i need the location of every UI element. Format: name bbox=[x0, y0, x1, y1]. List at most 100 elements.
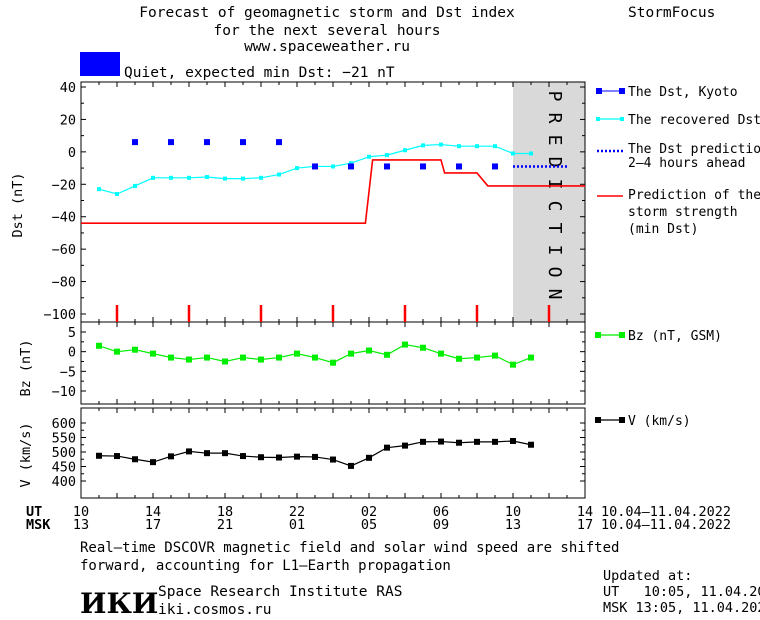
recovered-dst-point bbox=[439, 142, 443, 147]
bz-point bbox=[492, 352, 498, 359]
ut-tick-label: 14 bbox=[577, 504, 593, 520]
brand-name: StormFocus bbox=[628, 5, 715, 21]
updated-label: Updated at: bbox=[603, 568, 692, 584]
prediction-letter: C bbox=[544, 201, 565, 212]
y-axis-title: Dst (nT) bbox=[10, 172, 26, 237]
prediction-letter: O bbox=[544, 267, 565, 278]
ut-tick-label: 10 bbox=[73, 504, 89, 520]
recovered-dst-point bbox=[457, 144, 461, 149]
panel-frame-0 bbox=[80, 81, 586, 323]
legend-prediction-label-2: 2–4 hours ahead bbox=[628, 156, 745, 171]
v-point bbox=[366, 454, 372, 461]
kyoto-dst-point bbox=[420, 163, 426, 170]
y-tick-label: −10 bbox=[52, 384, 76, 400]
recovered-dst-point bbox=[475, 144, 479, 149]
legend-kyoto-marker-2 bbox=[619, 88, 625, 94]
v-point bbox=[132, 456, 138, 463]
v-point bbox=[276, 454, 282, 461]
v-point bbox=[204, 450, 210, 457]
prediction-letter: P bbox=[544, 91, 565, 102]
storm-strength-line bbox=[81, 159, 585, 224]
y-tick-label: 5 bbox=[68, 325, 76, 341]
y-tick-label: −100 bbox=[43, 307, 76, 323]
recovered-dst-point bbox=[295, 166, 299, 171]
footer-note-line-1: Real–time DSCOVR magnetic field and sola… bbox=[80, 540, 619, 556]
bz-point bbox=[186, 356, 192, 363]
ut-tick-label: 14 bbox=[145, 504, 161, 520]
bz-point bbox=[240, 354, 246, 361]
recovered-dst-point bbox=[511, 151, 515, 156]
v-point bbox=[402, 442, 408, 449]
prediction-letter: I bbox=[544, 245, 565, 256]
title-url[interactable]: www.spaceweather.ru bbox=[244, 39, 410, 55]
recovered-dst-point bbox=[331, 164, 335, 169]
v-point bbox=[168, 453, 174, 460]
bz-point bbox=[330, 359, 336, 366]
prediction-letter: R bbox=[544, 113, 565, 124]
legend-v-label: V (km/s) bbox=[628, 414, 691, 429]
bz-point bbox=[474, 354, 480, 361]
y-tick-label: 500 bbox=[52, 445, 76, 461]
legend-bz-marker bbox=[595, 332, 601, 338]
msk-tick-label: 13 bbox=[73, 517, 89, 533]
recovered-dst-point bbox=[385, 153, 389, 158]
legend-prediction-label-1: The Dst prediction bbox=[628, 142, 760, 157]
legend-kyoto-marker bbox=[596, 88, 602, 94]
ut-tick-label: 18 bbox=[217, 504, 233, 520]
kyoto-dst-point bbox=[384, 163, 390, 170]
prediction-letter: E bbox=[544, 135, 565, 146]
v-line bbox=[98, 440, 532, 467]
kyoto-dst-point bbox=[168, 139, 174, 146]
recovered-dst-point bbox=[151, 175, 155, 180]
institute-url[interactable]: iki.cosmos.ru bbox=[158, 602, 272, 618]
bz-point bbox=[222, 358, 228, 365]
msk-tick-label: 01 bbox=[289, 517, 305, 533]
recovered-dst-point bbox=[241, 176, 245, 181]
prediction-letter: T bbox=[544, 223, 565, 234]
recovered-dst-point bbox=[133, 183, 137, 188]
y-axis-title: Bz (nT) bbox=[18, 340, 34, 397]
v-point bbox=[186, 448, 192, 455]
msk-axis-label: MSK bbox=[26, 517, 51, 533]
v-point bbox=[456, 439, 462, 446]
prediction-letter: N bbox=[544, 289, 565, 300]
title-line-1: Forecast of geomagnetic storm and Dst in… bbox=[139, 5, 515, 21]
bz-point bbox=[420, 344, 426, 351]
bz-point bbox=[168, 354, 174, 361]
y-tick-label: 20 bbox=[60, 112, 76, 128]
recovered-dst-point bbox=[277, 172, 281, 177]
updated-msk: MSK 13:05, 11.04.2022 bbox=[603, 600, 760, 616]
x-tick-labels: 10 14 18 22 02 06 10 14 13 17 21 01 05 09 13 17 bbox=[73, 504, 593, 533]
kyoto-dst-point bbox=[240, 139, 246, 146]
footer-note-line-2: forward, accounting for L1–Earth propaga… bbox=[80, 558, 451, 574]
legend: The Dst, Kyoto The recovered Dst The Dst… bbox=[595, 85, 760, 429]
prediction-letter: I bbox=[544, 179, 565, 190]
v-point bbox=[258, 454, 264, 461]
recovered-dst-point bbox=[529, 151, 533, 156]
bz-point bbox=[204, 354, 210, 361]
bz-point bbox=[150, 350, 156, 357]
msk-tick-label: 17 bbox=[145, 517, 161, 533]
ut-tick-label: 10 bbox=[505, 504, 521, 520]
msk-tick-label: 09 bbox=[433, 517, 449, 533]
y-tick-label: 0 bbox=[68, 145, 76, 161]
v-point bbox=[492, 438, 498, 445]
institute-name: Space Research Institute RAS bbox=[158, 584, 402, 600]
y-tick-label: 600 bbox=[52, 416, 76, 432]
bz-point bbox=[96, 342, 102, 349]
kyoto-dst-point bbox=[348, 163, 354, 170]
recovered-dst-point bbox=[115, 192, 119, 197]
recovered-dst-point bbox=[403, 148, 407, 153]
msk-date-range: 10.04–11.04.2022 bbox=[601, 517, 731, 533]
v-point bbox=[114, 453, 120, 460]
y-tick-label: 0 bbox=[68, 345, 76, 361]
v-point bbox=[312, 453, 318, 460]
legend-recovered-marker bbox=[596, 117, 600, 121]
bz-point bbox=[312, 354, 318, 361]
title-line-2: for the next several hours bbox=[214, 23, 441, 39]
prediction-letter: D bbox=[544, 157, 565, 168]
recovered-dst-point bbox=[367, 154, 371, 159]
ut-tick-label: 02 bbox=[361, 504, 377, 520]
